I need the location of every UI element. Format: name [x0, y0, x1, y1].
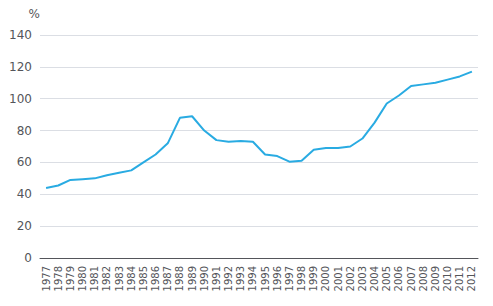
svg-text:1988: 1988 — [174, 266, 185, 291]
svg-text:1980: 1980 — [77, 266, 88, 291]
svg-text:1985: 1985 — [138, 266, 149, 291]
svg-text:1979: 1979 — [65, 266, 76, 291]
svg-text:1990: 1990 — [199, 266, 210, 291]
svg-text:2004: 2004 — [369, 266, 380, 291]
svg-text:1995: 1995 — [260, 266, 271, 291]
svg-text:2008: 2008 — [418, 266, 429, 291]
svg-text:100: 100 — [9, 92, 32, 106]
svg-text:1983: 1983 — [114, 266, 125, 291]
svg-text:1993: 1993 — [235, 266, 246, 291]
svg-text:1987: 1987 — [162, 266, 173, 291]
svg-text:1984: 1984 — [126, 266, 137, 291]
svg-text:80: 80 — [17, 124, 32, 138]
svg-text:2001: 2001 — [333, 266, 344, 291]
svg-text:1982: 1982 — [101, 266, 112, 291]
svg-text:40: 40 — [17, 187, 32, 201]
svg-text:1992: 1992 — [223, 266, 234, 291]
svg-text:2007: 2007 — [406, 266, 417, 291]
svg-text:0: 0 — [24, 251, 32, 265]
svg-text:1977: 1977 — [41, 266, 52, 291]
svg-text:2005: 2005 — [381, 266, 392, 291]
svg-text:1989: 1989 — [187, 266, 198, 291]
svg-text:2002: 2002 — [345, 266, 356, 291]
svg-text:1986: 1986 — [150, 266, 161, 291]
svg-text:1991: 1991 — [211, 266, 222, 291]
svg-text:140: 140 — [9, 28, 32, 42]
svg-text:1999: 1999 — [308, 266, 319, 291]
svg-text:20: 20 — [17, 219, 32, 233]
svg-text:1998: 1998 — [296, 266, 307, 291]
svg-text:120: 120 — [9, 60, 32, 74]
svg-text:2009: 2009 — [430, 266, 441, 291]
svg-text:2000: 2000 — [320, 266, 331, 291]
svg-text:1994: 1994 — [247, 266, 258, 291]
svg-text:2011: 2011 — [454, 266, 465, 291]
svg-text:2010: 2010 — [442, 266, 453, 291]
svg-text:1978: 1978 — [53, 266, 64, 291]
svg-text:2003: 2003 — [357, 266, 368, 291]
svg-text:1981: 1981 — [89, 266, 100, 291]
svg-text:2006: 2006 — [393, 266, 404, 291]
svg-text:60: 60 — [17, 155, 32, 169]
svg-text:1997: 1997 — [284, 266, 295, 291]
svg-text:1996: 1996 — [272, 266, 283, 291]
svg-text:%: % — [29, 7, 40, 21]
svg-text:2012: 2012 — [466, 266, 477, 291]
